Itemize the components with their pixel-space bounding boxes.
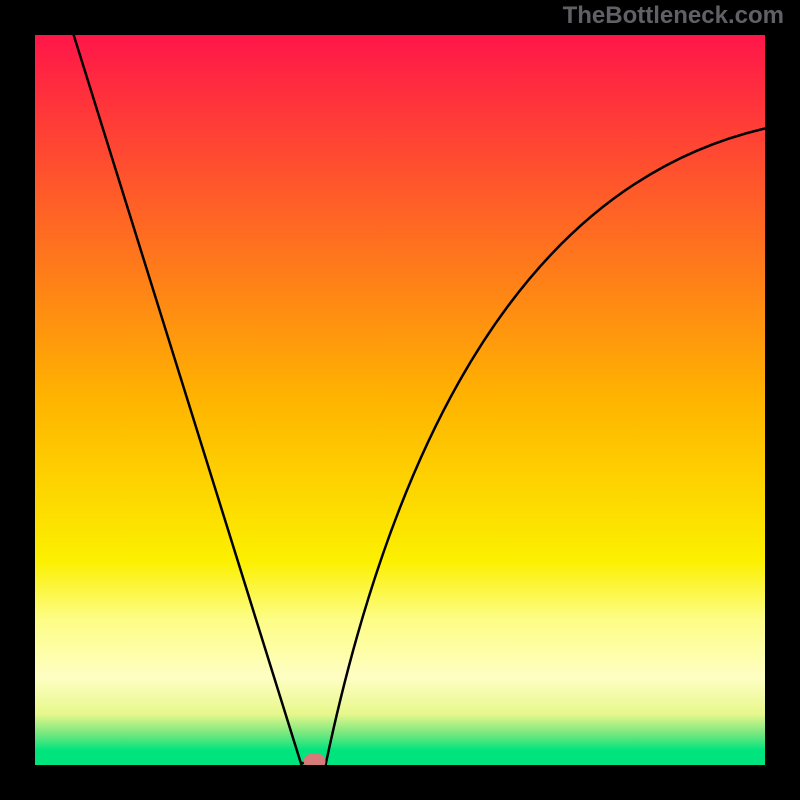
watermark-label: TheBottleneck.com: [563, 2, 784, 30]
curve-left-segment: [74, 35, 302, 765]
current-position-marker: [304, 754, 326, 765]
curve-right-segment: [326, 128, 765, 765]
bottleneck-curve: [35, 35, 765, 765]
